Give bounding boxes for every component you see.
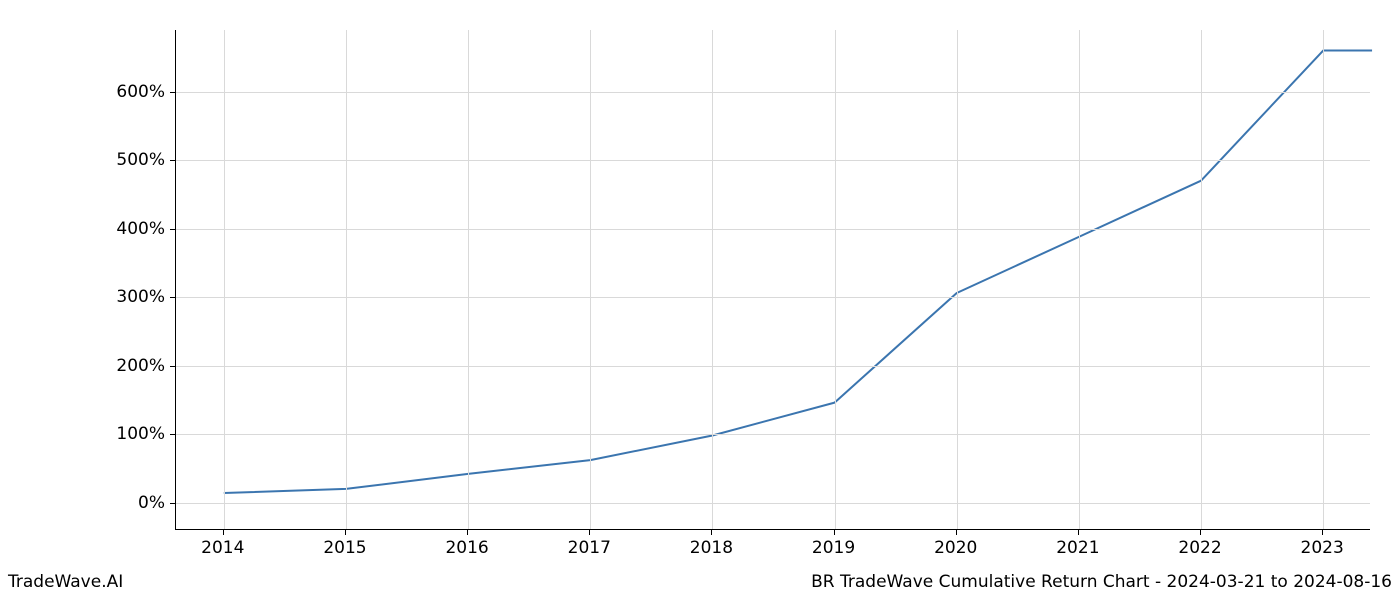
- x-tick-label: 2018: [690, 538, 733, 558]
- gridline-vertical: [224, 30, 225, 529]
- x-tick-label: 2021: [1056, 538, 1099, 558]
- gridline-horizontal: [176, 160, 1370, 161]
- y-tick-label: 600%: [116, 82, 165, 102]
- gridline-horizontal: [176, 92, 1370, 93]
- y-tick-label: 100%: [116, 424, 165, 444]
- y-tick-label: 0%: [138, 493, 165, 513]
- gridline-horizontal: [176, 229, 1370, 230]
- x-tick-mark: [956, 530, 957, 535]
- x-tick-mark: [345, 530, 346, 535]
- gridline-vertical: [1323, 30, 1324, 529]
- chart-line-svg: [176, 30, 1371, 530]
- series-line-cumulative-return: [224, 51, 1372, 493]
- x-tick-mark: [1078, 530, 1079, 535]
- x-tick-mark: [223, 530, 224, 535]
- x-tick-label: 2023: [1301, 538, 1344, 558]
- footer-right-caption: BR TradeWave Cumulative Return Chart - 2…: [811, 572, 1392, 592]
- x-tick-mark: [467, 530, 468, 535]
- gridline-vertical: [957, 30, 958, 529]
- y-tick-label: 400%: [116, 219, 165, 239]
- gridline-horizontal: [176, 503, 1370, 504]
- gridline-vertical: [590, 30, 591, 529]
- y-tick-mark: [170, 503, 175, 504]
- x-tick-label: 2014: [201, 538, 244, 558]
- gridline-vertical: [468, 30, 469, 529]
- gridline-vertical: [835, 30, 836, 529]
- chart-container: TradeWave.AI BR TradeWave Cumulative Ret…: [0, 0, 1400, 600]
- gridline-horizontal: [176, 297, 1370, 298]
- y-tick-label: 500%: [116, 150, 165, 170]
- footer-left-brand: TradeWave.AI: [8, 572, 123, 592]
- x-tick-label: 2022: [1178, 538, 1221, 558]
- y-tick-mark: [170, 229, 175, 230]
- x-tick-label: 2017: [568, 538, 611, 558]
- y-tick-mark: [170, 92, 175, 93]
- x-tick-mark: [711, 530, 712, 535]
- gridline-vertical: [346, 30, 347, 529]
- y-tick-mark: [170, 297, 175, 298]
- x-tick-label: 2015: [323, 538, 366, 558]
- gridline-vertical: [712, 30, 713, 529]
- gridline-vertical: [1201, 30, 1202, 529]
- y-tick-label: 300%: [116, 287, 165, 307]
- x-tick-label: 2016: [445, 538, 488, 558]
- y-tick-label: 200%: [116, 356, 165, 376]
- gridline-horizontal: [176, 434, 1370, 435]
- y-tick-mark: [170, 366, 175, 367]
- gridline-horizontal: [176, 366, 1370, 367]
- gridline-vertical: [1079, 30, 1080, 529]
- x-tick-mark: [1200, 530, 1201, 535]
- x-tick-mark: [1322, 530, 1323, 535]
- y-tick-mark: [170, 160, 175, 161]
- x-tick-label: 2020: [934, 538, 977, 558]
- y-tick-mark: [170, 434, 175, 435]
- x-tick-mark: [589, 530, 590, 535]
- x-tick-mark: [834, 530, 835, 535]
- x-tick-label: 2019: [812, 538, 855, 558]
- plot-area: [175, 30, 1370, 530]
